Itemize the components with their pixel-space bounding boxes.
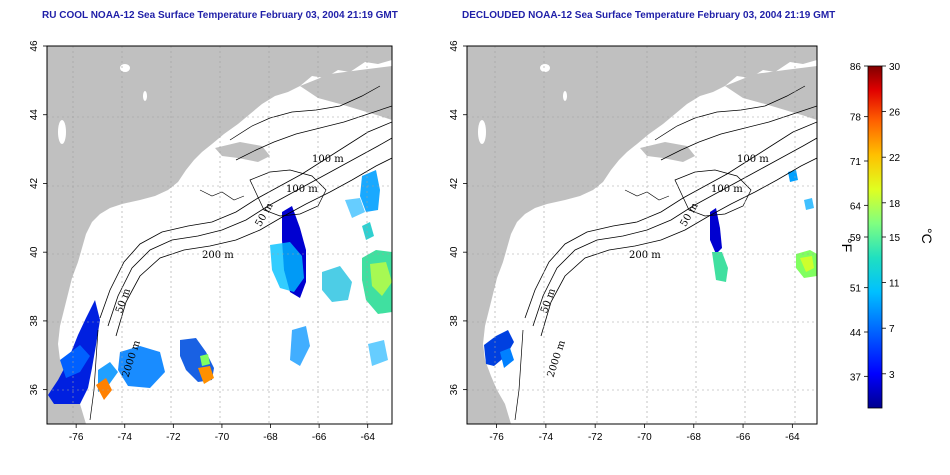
right-axis-ticks: -76 -74 -72 -70 -68 -66 -64 36 38 40 42 44 46 <box>449 40 800 443</box>
fahrenheit-tick-label: 59 <box>850 233 862 244</box>
right-lon-tick-label: -64 <box>785 432 800 443</box>
fahrenheit-tick-label: 44 <box>850 328 862 339</box>
fahrenheit-tick-label: 37 <box>850 372 862 383</box>
celsius-tick-label: 26 <box>889 108 901 119</box>
right-map-title: DECLOUDED NOAA-12 Sea Surface Temperatur… <box>462 10 836 21</box>
right-contour-label-2: 100 m <box>711 184 743 195</box>
fahrenheit-tick-label: 86 <box>850 62 862 73</box>
right-lat-tick-label: 40 <box>449 246 460 258</box>
left-lon-tick-label: -68 <box>263 432 278 443</box>
left-lat-tick-label: 46 <box>29 40 40 52</box>
celsius-tick-label: 7 <box>889 324 895 335</box>
left-map-frame <box>46 45 393 425</box>
left-axis-ticks: -76 -74 -72 -70 -68 -66 -64 36 38 40 42 44 46 <box>29 40 375 443</box>
celsius-tick-label: 15 <box>889 233 901 244</box>
celsius-tick-label: 22 <box>889 153 901 164</box>
left-newfoundland-land <box>300 66 392 120</box>
fahrenheit-unit-label: °F <box>839 238 855 252</box>
colorbar: 30 26 22 18 15 11 7 3 86 78 71 64 59 51 44 37 °F °C <box>839 62 935 409</box>
right-map-panel: 100 m 100 m 50 m 200 m 50 m 2000 m -76 -7… <box>449 40 818 443</box>
celsius-unit-label: °C <box>919 228 935 244</box>
left-lon-tick-label: -70 <box>215 432 230 443</box>
right-lat-tick-label: 46 <box>449 40 460 52</box>
left-nova-scotia-land <box>215 142 270 162</box>
celsius-tick-label: 11 <box>889 279 900 290</box>
left-contour-label-4: 200 m <box>202 250 234 261</box>
right-newfoundland-land <box>725 66 817 120</box>
right-lon-tick-label: -76 <box>489 432 504 443</box>
celsius-tick-label: 30 <box>889 62 901 73</box>
fahrenheit-tick-label: 51 <box>850 284 862 295</box>
fahrenheit-tick-label: 71 <box>850 157 862 168</box>
right-lat-tick-label: 38 <box>449 315 460 327</box>
left-grid <box>47 46 392 424</box>
left-lon-tick-label: -64 <box>360 432 375 443</box>
celsius-tick-label: 3 <box>889 370 895 381</box>
colorbar-gradient <box>867 65 883 409</box>
right-contour-label-4: 200 m <box>629 250 661 261</box>
left-lon-tick-label: -74 <box>118 432 133 443</box>
left-contour-label-1: 100 m <box>312 154 344 165</box>
left-lat-tick-label: 44 <box>29 109 40 121</box>
left-lat-tick-label: 42 <box>29 177 40 189</box>
left-lat-tick-label: 36 <box>29 384 40 396</box>
right-map-frame <box>466 45 818 425</box>
left-lon-tick-label: -66 <box>312 432 327 443</box>
right-lat-tick-label: 44 <box>449 109 460 121</box>
right-land <box>467 46 817 424</box>
left-lat-tick-label: 40 <box>29 246 40 258</box>
left-land <box>47 46 392 424</box>
left-lon-tick-label: -76 <box>69 432 84 443</box>
left-lat-tick-label: 38 <box>29 315 40 327</box>
left-map-panel: 100 m 100 m 50 m 200 m 50 m 2000 m -76 -7… <box>29 40 393 443</box>
right-lat-tick-label: 36 <box>449 384 460 396</box>
colorbar-ticks: 30 26 22 18 15 11 7 3 86 78 71 64 59 51 44 37 <box>850 62 901 383</box>
left-contour-label-2: 100 m <box>286 184 318 195</box>
left-lon-tick-label: -72 <box>166 432 181 443</box>
left-map-title: RU COOL NOAA-12 Sea Surface Temperature … <box>42 10 398 21</box>
celsius-tick-label: 18 <box>889 199 901 210</box>
fahrenheit-tick-label: 78 <box>850 113 862 124</box>
right-lat-tick-label: 42 <box>449 177 460 189</box>
right-lon-tick-label: -72 <box>588 432 603 443</box>
right-lon-tick-label: -74 <box>539 432 554 443</box>
right-lon-tick-label: -70 <box>637 432 652 443</box>
right-contour-label-1: 100 m <box>737 154 769 165</box>
right-lon-tick-label: -66 <box>736 432 751 443</box>
right-lon-tick-label: -68 <box>687 432 702 443</box>
fahrenheit-tick-label: 64 <box>850 201 862 212</box>
right-nova-scotia-land <box>640 142 695 162</box>
right-grid <box>467 46 817 424</box>
